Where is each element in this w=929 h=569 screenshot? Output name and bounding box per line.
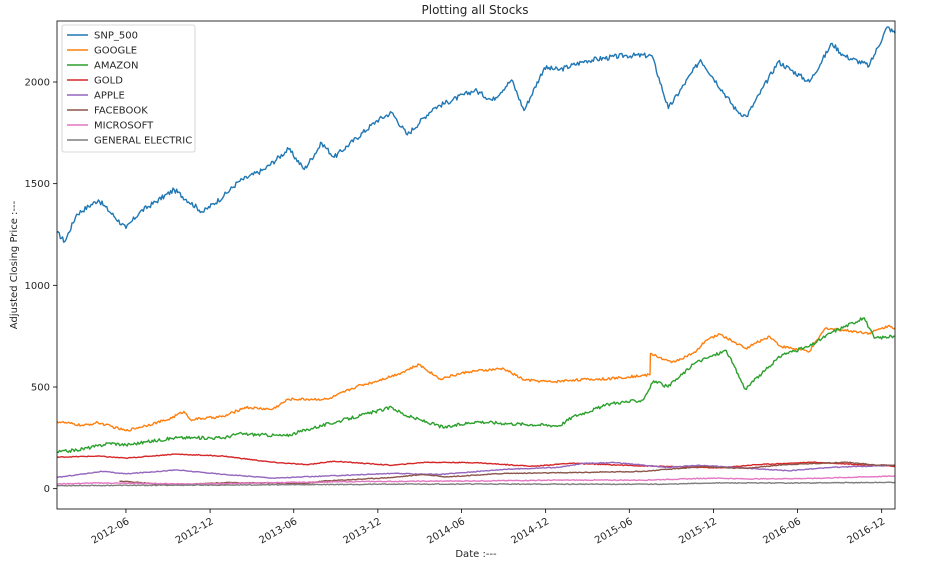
x-tick-label: 2015-12 [677,516,719,546]
legend-label: AMAZON [94,61,139,72]
y-tick-label: 0 [44,484,50,495]
series-lines [56,26,896,487]
series-line-amazon [56,317,896,454]
legend-label: GOLD [94,76,123,87]
series-line-google [56,324,896,432]
x-axis: 2012-06 2012-12 2013-06 2013-12 2014-06 2014-… [90,509,887,546]
x-tick-label: 2012-12 [174,516,216,546]
series-line-gold [56,453,896,469]
x-tick-label: 2014-12 [509,516,551,546]
y-tick-label: 1000 [25,281,50,292]
chart-title: Plotting all Stocks [422,3,529,17]
x-tick-label: 2016-06 [761,516,803,546]
x-tick-label: 2013-06 [258,516,300,546]
legend-label: APPLE [94,91,125,102]
series-line-microsoft [56,475,896,485]
x-tick-label: 2015-06 [593,516,635,546]
series-line-facebook [119,461,896,486]
y-axis-label: Adjusted Closing Price :--- [9,200,20,329]
y-tick-label: 1500 [25,179,50,190]
y-tick-label: 500 [31,383,50,394]
legend: SNP_500 GOOGLE AMAZON GOLD APPLE FACEBOOK MICR… [61,24,196,153]
legend-label: GOOGLE [94,46,137,57]
y-axis: 0 500 1000 1500 2000 [25,78,57,495]
legend-label: MICROSOFT [94,121,154,132]
y-tick-label: 2000 [25,78,50,89]
legend-label: FACEBOOK [94,106,148,117]
x-tick-label: 2016-12 [845,516,887,546]
series-line-snp_500 [56,26,896,243]
legend-label: SNP_500 [94,31,138,42]
legend-box [61,24,196,153]
plot-area [56,20,896,510]
legend-label: GENERAL ELECTRIC [94,136,192,147]
x-tick-label: 2013-12 [342,516,384,546]
x-tick-label: 2014-06 [425,516,467,546]
series-line-general-electric [56,481,896,487]
series-line-apple [56,461,896,479]
plot-frame [56,20,896,510]
x-tick-label: 2012-06 [90,516,132,546]
x-axis-label: Date :--- [455,549,497,560]
